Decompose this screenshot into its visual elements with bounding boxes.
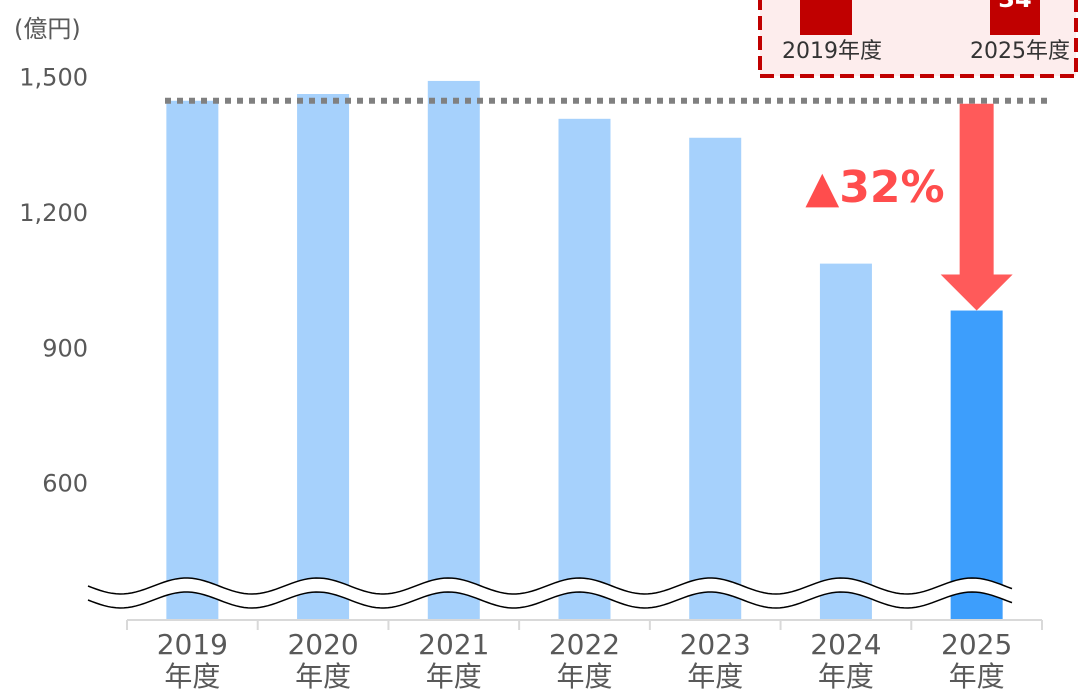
- x-tick-label: 2019: [157, 628, 228, 661]
- x-tick-label: 年度: [295, 660, 351, 693]
- x-tick-label: 2023: [680, 628, 751, 661]
- bar: [819, 263, 872, 620]
- x-tick-label: 2020: [287, 628, 358, 661]
- x-tick-label: 年度: [164, 660, 220, 693]
- inset-value: 34: [998, 0, 1031, 13]
- bar: [558, 118, 611, 620]
- axis-break-line: [87, 591, 1013, 609]
- x-tick-label: 2022: [549, 628, 620, 661]
- x-tick-label: 年度: [426, 660, 482, 693]
- inset-label: 2019年度: [782, 39, 882, 64]
- y-tick-label: 600: [42, 470, 88, 498]
- x-tick-label: 年度: [818, 660, 874, 693]
- y-tick-label: 1,200: [19, 199, 88, 227]
- bar: [689, 137, 742, 621]
- y-tick-label: 900: [42, 334, 88, 362]
- inset-label: 2025年度: [970, 39, 1070, 64]
- bar: [297, 94, 350, 620]
- x-tick-label: 年度: [949, 660, 1005, 693]
- x-tick-label: 2021: [418, 628, 489, 661]
- inset-square: [990, 0, 1040, 35]
- change-arrow: [940, 103, 1013, 311]
- bar: [950, 310, 1003, 620]
- x-tick-label: 2025: [941, 628, 1012, 661]
- y-tick-label: 1,500: [19, 64, 88, 92]
- axis-break-line: [87, 577, 1013, 595]
- bar: [166, 100, 219, 620]
- axis-break: [88, 578, 1012, 608]
- inset-square: [800, 0, 852, 35]
- x-tick-label: 年度: [687, 660, 743, 693]
- x-tick-label: 年度: [556, 660, 612, 693]
- annotation: ▲32%: [805, 162, 944, 213]
- x-tick-label: 2024: [810, 628, 881, 661]
- y-axis-label: (億円): [14, 15, 81, 43]
- bar: [427, 80, 480, 620]
